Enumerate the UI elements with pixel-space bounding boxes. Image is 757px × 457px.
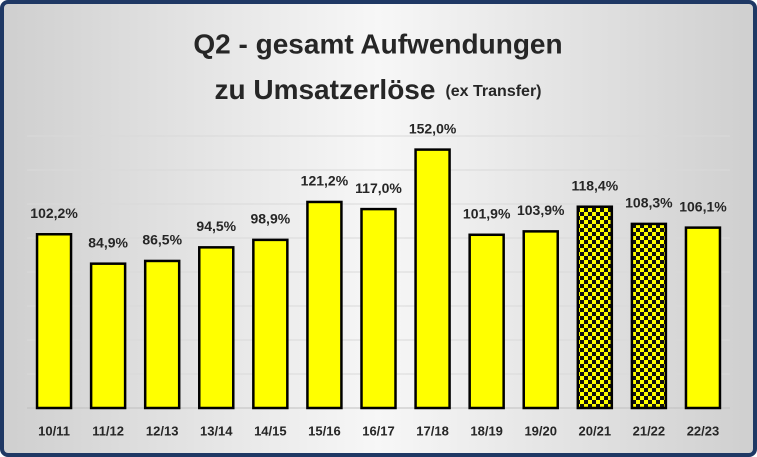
x-tick-label: 14/15	[254, 423, 287, 438]
data-label: 121,2%	[301, 173, 349, 189]
data-label: 101,9%	[463, 205, 511, 221]
x-tick-label: 18/19	[470, 423, 503, 438]
chart-title: Q2 - gesamt Aufwendungen	[193, 28, 562, 59]
data-label: 102,2%	[30, 205, 78, 221]
x-tick-label: 11/12	[92, 423, 124, 438]
data-label: 84,9%	[88, 234, 128, 250]
data-label: 106,1%	[679, 198, 727, 214]
bar	[143, 259, 181, 410]
data-label: 108,3%	[625, 195, 673, 211]
x-tick-label: 10/11	[38, 423, 70, 438]
chart-subtitle: (ex Transfer)	[445, 83, 541, 100]
x-tick-label: 16/17	[362, 423, 395, 438]
x-tick-label: 13/14	[200, 423, 233, 438]
bar	[35, 233, 73, 410]
chart-title-line: zu Umsatzerlöse (ex Transfer)	[214, 74, 541, 105]
bar	[252, 238, 289, 410]
x-tick-label: 21/22	[633, 423, 666, 438]
bar	[684, 226, 722, 410]
data-label: 152,0%	[409, 120, 457, 136]
bar	[360, 207, 397, 410]
data-label: 94,5%	[196, 218, 236, 234]
bar	[414, 148, 451, 410]
x-tick-label: 19/20	[524, 423, 557, 438]
data-label: 98,9%	[250, 211, 290, 227]
data-label: 118,4%	[571, 177, 618, 193]
data-label: 103,9%	[517, 202, 565, 218]
x-tick-label: 20/21	[579, 423, 612, 438]
x-tick-label: 17/18	[416, 423, 449, 438]
bar	[198, 246, 235, 410]
data-label: 117,0%	[355, 180, 402, 196]
bar	[89, 262, 127, 410]
chart-title-2: zu Umsatzerlöse	[214, 74, 435, 105]
data-label: 86,5%	[142, 232, 182, 248]
x-tick-label: 12/13	[146, 423, 179, 438]
bar	[306, 200, 343, 410]
bar	[522, 230, 559, 410]
bar	[468, 233, 505, 410]
bar	[576, 205, 614, 410]
x-tick-label: 15/16	[308, 423, 341, 438]
x-tick-label: 22/23	[687, 423, 720, 438]
bar	[630, 222, 668, 410]
